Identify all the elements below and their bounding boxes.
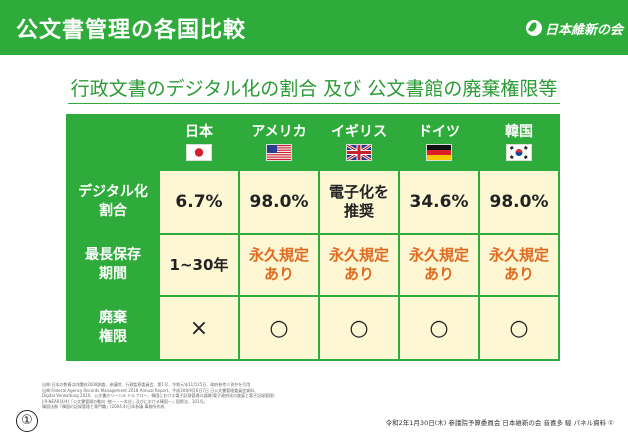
cell-germany-digital: 34.6% xyxy=(398,169,480,235)
table-row: デジタル化 割合 6.7% 98.0% 電子化を 推奨 34.6% 98.0% xyxy=(66,169,560,235)
country-header-japan: 日本 xyxy=(158,114,240,171)
source-note: 出典:日本の数値は内閣府2008調査、参議院、行政監察委員会、第1号、令和元年1… xyxy=(42,382,251,387)
cell-usa-disposal: ○ xyxy=(238,295,320,361)
japan-flag-icon xyxy=(186,144,212,161)
source-note: 出典:Federal Agency Records Management 201… xyxy=(42,387,259,393)
country-header-korea: 韓国 xyxy=(478,114,560,171)
cell-germany-retention: 永久規定 あり xyxy=(398,233,480,297)
country-name: 韓国 xyxy=(505,124,533,140)
row-header-digitalization: デジタル化 割合 xyxy=(66,169,160,235)
table-row: 最長保存 期間 1~30年 永久規定 あり 永久規定 あり 永久規定 あり 永久規定あ… xyxy=(66,233,560,297)
source-note: 韓国法制「韓国の記録管理と専門職」(2004,4)日本参議 事務所作成 xyxy=(42,404,165,410)
source-notes: 出典:日本の数値は内閣府2008調査、参議院、行政監察委員会、第1号、令和元年1… xyxy=(42,382,422,410)
corner-cell xyxy=(66,114,160,171)
leaf-logo-icon xyxy=(526,20,542,36)
logo-text: 日本維新の会 xyxy=(545,22,624,38)
germany-flag-icon xyxy=(426,144,452,161)
cell-korea-retention: 永久規定 あり xyxy=(478,233,560,297)
cell-uk-disposal: ○ xyxy=(318,295,400,361)
usa-flag-icon xyxy=(266,144,292,161)
page-title: 公文書管理の各国比較 xyxy=(16,18,247,43)
page-number: ① xyxy=(16,410,38,432)
cell-usa-retention: 永久規定 あり xyxy=(238,233,320,297)
row-header-disposal: 廃棄 権限 xyxy=(66,295,160,361)
cell-japan-digital: 6.7% xyxy=(158,169,240,235)
header-bar: 公文書管理の各国比較 日本維新の会 xyxy=(0,0,628,55)
source-note: J-R-NEAR(4/4)「公文書管理の動向 -統一・一本化」及びにおける韓国一… xyxy=(42,398,208,404)
footer-text: 令和2年1月30日(木) 参議院予算委員会 日本維新の会 音喜多 駿 パネル資料… xyxy=(385,419,614,427)
subtitle-underline xyxy=(68,103,560,104)
cell-uk-retention: 永久規定 あり xyxy=(318,233,400,297)
country-name: ドイツ xyxy=(418,124,460,140)
country-header-uk: イギリス xyxy=(318,114,400,171)
table-row: 廃棄 権限 × ○ ○ ○ ○ xyxy=(66,295,560,361)
cell-korea-digital: 98.0% xyxy=(478,169,560,235)
country-name: 日本 xyxy=(185,124,213,140)
country-name: イギリス xyxy=(331,124,387,140)
country-name: アメリカ xyxy=(251,124,307,140)
party-logo: 日本維新の会 xyxy=(526,16,623,40)
source-note: Digital Verwaltung 2020、公文書のリーハル ドルフロー、韓… xyxy=(42,393,275,399)
row-header-retention: 最長保存 期間 xyxy=(66,233,160,297)
cell-korea-disposal: ○ xyxy=(478,295,560,361)
cell-usa-digital: 98.0% xyxy=(238,169,320,235)
cell-japan-retention: 1~30年 xyxy=(158,233,240,297)
korea-flag-icon xyxy=(506,144,532,161)
cell-japan-disposal: × xyxy=(158,295,240,361)
country-header-usa: アメリカ xyxy=(238,114,320,171)
country-header-germany: ドイツ xyxy=(398,114,480,171)
cell-germany-disposal: ○ xyxy=(398,295,480,361)
table-header-row: 日本 アメリカ イギリス xyxy=(66,114,560,171)
uk-flag-icon xyxy=(346,144,372,161)
cell-uk-digital: 電子化を 推奨 xyxy=(318,169,400,235)
subtitle: 行政文書のデジタル化の割合 及び 公文書館の廃棄権限等 xyxy=(70,78,558,100)
comparison-table: 日本 アメリカ イギリス xyxy=(66,114,560,361)
